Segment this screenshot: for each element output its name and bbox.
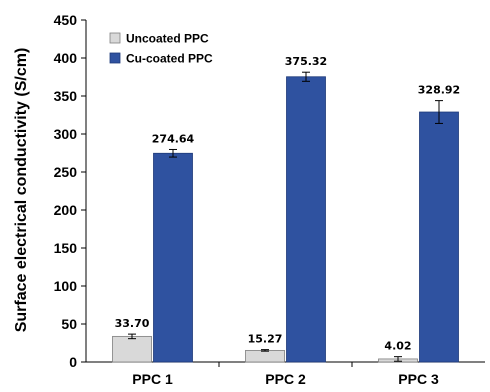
- axes: 0 50 100 150 200 250 300 350 400 450 PPC 1 PPC 2 PPC…: [54, 12, 485, 387]
- y-tick-label: 250: [54, 164, 78, 180]
- bar: [112, 335, 152, 363]
- data-label: 4.02: [384, 340, 411, 353]
- data-label: 33.70: [115, 317, 150, 330]
- y-tick-label: 100: [54, 278, 78, 294]
- data-label: 375.32: [285, 55, 327, 68]
- bars: 33.70 15.27 4.02 274.64 375.32 328.92: [112, 55, 460, 363]
- x-tick-label: PPC 2: [265, 371, 306, 387]
- data-label: 15.27: [248, 333, 283, 346]
- legend-swatch: [109, 32, 121, 44]
- legend: Uncoated PPC Cu-coated PPC: [109, 32, 213, 66]
- data-label: 274.64: [152, 132, 195, 145]
- y-tick-label: 200: [54, 202, 78, 218]
- bar: [286, 76, 326, 363]
- bar: [419, 111, 459, 363]
- data-label: 328.92: [418, 84, 460, 97]
- y-tick-label: 450: [54, 12, 78, 28]
- legend-label: Cu-coated PPC: [126, 52, 213, 66]
- y-axis-label: Surface electrical conductivity (S/cm): [13, 48, 30, 333]
- x-tick-label: PPC 3: [398, 371, 439, 387]
- y-tick-label: 0: [69, 354, 77, 370]
- bar: [245, 349, 285, 363]
- y-tick-label: 150: [54, 240, 78, 256]
- legend-swatch: [109, 52, 121, 64]
- x-tick-label: PPC 1: [132, 371, 173, 387]
- legend-label: Uncoated PPC: [126, 32, 209, 46]
- y-tick-label: 50: [61, 316, 77, 332]
- y-tick-label: 400: [54, 50, 78, 66]
- y-tick-label: 300: [54, 126, 78, 142]
- y-tick-label: 350: [54, 88, 78, 104]
- bar: [153, 152, 193, 363]
